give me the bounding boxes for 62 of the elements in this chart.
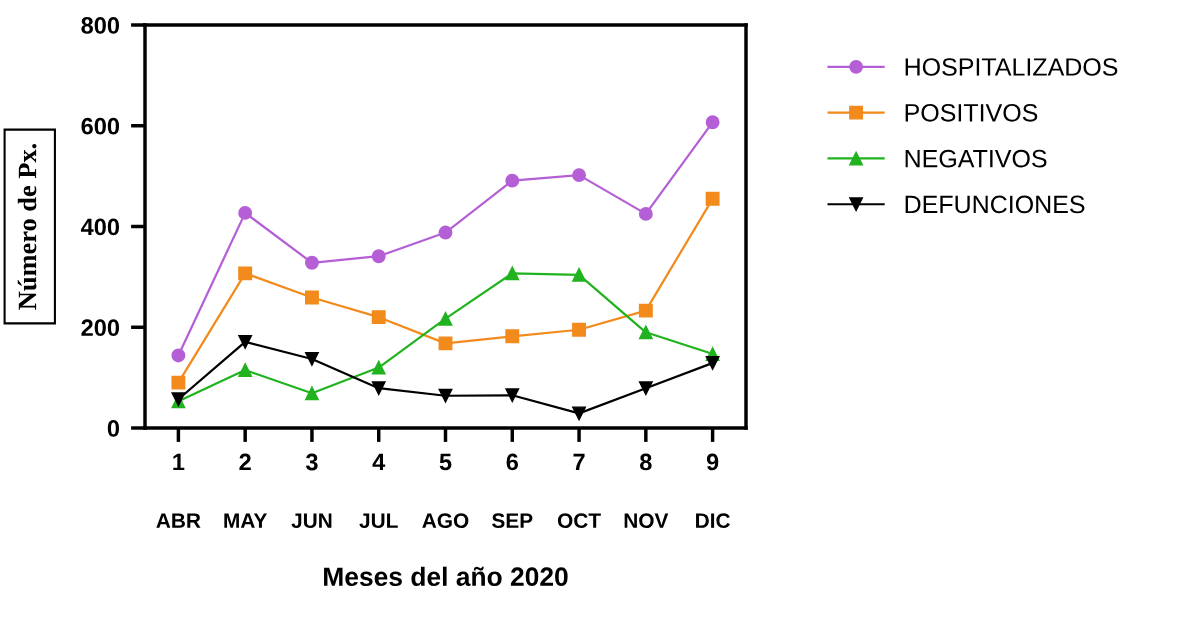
x-tick-label: 5 <box>439 453 452 471</box>
point <box>638 303 653 318</box>
point <box>371 249 386 264</box>
x-tick-label: 3 <box>305 453 318 471</box>
text: AGO <box>422 513 469 529</box>
point <box>505 329 520 344</box>
point <box>505 266 520 281</box>
point <box>572 322 587 337</box>
x-tick-label: 9 <box>706 453 719 471</box>
point <box>572 267 587 282</box>
point <box>238 266 253 281</box>
y-tick-label: 400 <box>80 218 120 236</box>
legend-label: POSITIVOS <box>905 103 1038 122</box>
x-tick-label: 2 <box>239 453 251 471</box>
point <box>304 290 319 305</box>
point <box>371 310 386 325</box>
point <box>705 356 720 370</box>
text: MAY <box>224 513 268 528</box>
y-tick-label: 0 <box>107 420 120 437</box>
text: OCT <box>557 513 601 529</box>
x-axis-title: Meses del año 2020 <box>324 566 568 587</box>
point <box>638 206 653 221</box>
point <box>705 191 720 206</box>
text: ABR <box>156 513 201 528</box>
x-tick-label: 8 <box>640 453 652 471</box>
point <box>638 325 653 340</box>
point <box>238 334 253 349</box>
point <box>304 386 319 401</box>
text: JUN <box>291 513 332 529</box>
text: NOV <box>624 513 669 529</box>
y-tick-label: 800 <box>81 17 120 34</box>
text: JUL <box>359 513 398 529</box>
x-tick-label: 4 <box>372 453 386 471</box>
legend-label: DEFUNCIONES <box>905 195 1085 214</box>
legend-label: NEGATIVOS <box>905 149 1047 168</box>
point <box>304 255 319 270</box>
point <box>505 388 520 403</box>
point <box>572 406 587 421</box>
point <box>438 225 453 240</box>
y-tick-label: 600 <box>81 117 120 135</box>
point <box>505 173 520 188</box>
text: SEP <box>492 513 533 529</box>
point <box>371 381 386 396</box>
point <box>438 336 453 351</box>
point <box>238 205 253 220</box>
x-tick-label: 1 <box>173 453 185 471</box>
point <box>438 388 453 403</box>
point <box>572 168 587 183</box>
point <box>171 348 186 363</box>
point <box>238 363 253 378</box>
y-tick-label: 200 <box>81 319 120 337</box>
x-tick-label: 6 <box>506 453 518 471</box>
y-axis-title: Número de Px. <box>17 143 37 310</box>
text: DIC <box>696 513 730 529</box>
point <box>304 352 319 366</box>
legend-label: HOSPITALIZADOS <box>905 58 1118 76</box>
point <box>171 375 186 390</box>
point <box>705 115 720 130</box>
point <box>371 360 386 375</box>
point <box>438 311 453 326</box>
x-tick-label: 7 <box>573 453 585 471</box>
point <box>638 381 653 396</box>
